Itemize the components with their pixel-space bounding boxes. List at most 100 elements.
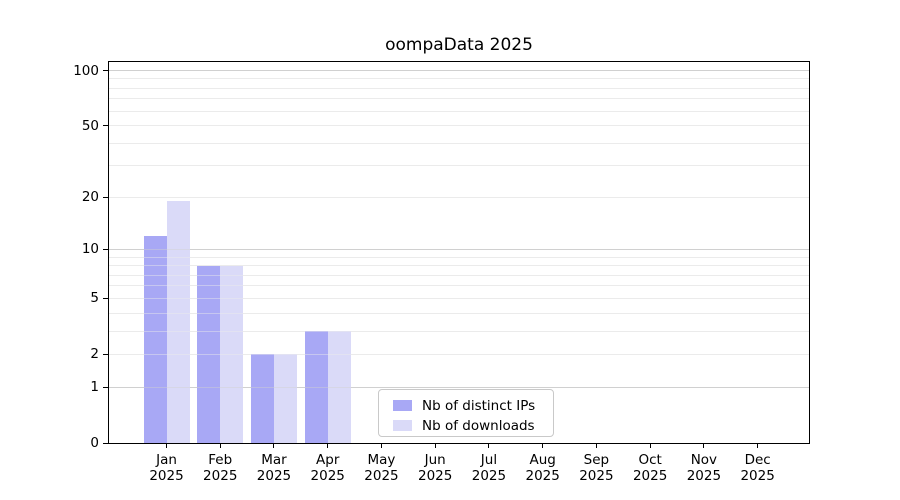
legend-label-downloads: Nb of downloads [422, 417, 535, 434]
gridline-minor [109, 265, 809, 267]
gridline-minor [109, 330, 809, 332]
x-tick-label: Sep 2025 [551, 452, 641, 484]
x-tick-label: Jun 2025 [390, 452, 480, 484]
gridline-minor [109, 285, 809, 287]
bar-nb-of-downloads-mar [273, 354, 297, 443]
x-tick-label: Nov 2025 [659, 452, 749, 484]
x-tick-month: Oct [638, 452, 662, 468]
x-tick-label: Apr 2025 [283, 452, 373, 484]
gridline-minor [109, 297, 809, 299]
x-tick-month: Aug [529, 452, 556, 468]
x-tick-label: May 2025 [336, 452, 426, 484]
gridline-minor [109, 285, 809, 287]
x-tick-mark [434, 443, 436, 448]
y-tick-mark [103, 353, 108, 355]
x-tick-mark [380, 443, 382, 448]
plot-area: 0 1 2 5 10 20 50 100 Jan 2025 Feb 2025 Mar 2025 Apr 202… [73, 61, 810, 484]
legend-entry-distinct-ips: Nb of distinct IPs [393, 397, 553, 414]
y-tick-mark [103, 297, 108, 299]
gridline-minor [109, 98, 809, 100]
bar-nb-of-downloads-apr [327, 331, 351, 443]
gridline-minor [109, 297, 809, 299]
gridline-major [109, 248, 809, 250]
x-tick-month: Jul [480, 452, 498, 468]
gridline-minor [109, 353, 809, 355]
gridline-minor [109, 125, 809, 127]
x-tick-year: 2025 [686, 468, 722, 484]
gridline-major [109, 70, 809, 71]
x-tick-mark [219, 443, 221, 448]
y-tick-label: 10 [81, 241, 99, 258]
gridline-minor [109, 110, 809, 112]
x-tick-month: Nov [690, 452, 718, 468]
legend-label-distinct-ips: Nb of distinct IPs [422, 397, 536, 414]
x-tick-mark [488, 443, 490, 448]
x-tick-label: Aug 2025 [498, 452, 588, 484]
bar-nb-of-distinct-ips-mar [250, 354, 274, 443]
y-tick-label: 5 [90, 290, 99, 307]
x-tick-mark [542, 443, 544, 448]
gridline-minor [109, 165, 809, 167]
x-tick-label: Mar 2025 [229, 452, 319, 484]
x-tick-mark [595, 443, 597, 448]
gridline-minor [109, 265, 809, 267]
x-tick-month: May [367, 452, 396, 468]
chart-title: oompaData 2025 [385, 35, 533, 55]
x-tick-month: Jan [156, 452, 177, 468]
y-tick-mark [103, 70, 108, 71]
gridline-major [109, 70, 809, 71]
x-tick-mark [166, 443, 167, 448]
y-tick-mark [103, 442, 108, 444]
legend-swatch-distinct-ips [393, 400, 412, 411]
x-tick-label: Jul 2025 [444, 452, 534, 484]
x-tick-mark [327, 443, 329, 448]
x-tick-year: 2025 [740, 468, 775, 484]
gridline-minor [109, 274, 809, 276]
y-tick-mark [103, 248, 108, 250]
x-tick-month: Feb [208, 452, 233, 468]
x-tick-year: 2025 [579, 468, 614, 484]
gridline-major [109, 248, 809, 250]
x-tick-year: 2025 [364, 468, 399, 484]
gridline-minor [109, 312, 809, 314]
x-tick-month: Apr [316, 452, 340, 468]
gridline-major [109, 386, 809, 388]
y-tick-mark [103, 386, 108, 388]
gridline-major [109, 386, 809, 388]
bar-nb-of-distinct-ips-jan [143, 235, 167, 443]
y-tick-label: 0 [90, 435, 99, 451]
gridline-minor [109, 312, 809, 314]
gridline-minor [109, 165, 809, 167]
x-tick-year: 2025 [310, 468, 345, 484]
x-tick-mark [703, 443, 705, 448]
gridline-minor [109, 87, 809, 89]
legend-entry-downloads: Nb of downloads [393, 417, 553, 434]
x-tick-label: Feb 2025 [175, 452, 265, 484]
gridline-minor [109, 256, 809, 258]
x-tick-year: 2025 [149, 468, 184, 484]
gridline-minor [109, 78, 809, 80]
x-tick-year: 2025 [525, 468, 560, 484]
legend-swatch-downloads [393, 420, 412, 431]
x-tick-label: Oct 2025 [605, 452, 695, 484]
x-tick-year: 2025 [418, 468, 453, 484]
gridline-minor [109, 87, 809, 89]
legend: Nb of distinct IPs Nb of downloads [378, 389, 554, 437]
y-tick-label: 50 [81, 117, 99, 134]
y-tick-label: 100 [73, 62, 99, 79]
x-tick-mark [757, 443, 759, 448]
gridline-minor [109, 78, 809, 80]
gridline-minor [109, 256, 809, 258]
gridline-minor [109, 125, 809, 127]
y-tick-mark [103, 125, 108, 127]
x-tick-year: 2025 [471, 468, 507, 484]
y-tick-label: 20 [81, 189, 99, 206]
gridline-minor [109, 142, 809, 144]
x-tick-year: 2025 [256, 468, 292, 484]
gridline-minor [109, 98, 809, 100]
gridline-minor [109, 110, 809, 112]
gridline-minor [109, 330, 809, 332]
bar-nb-of-downloads-jan [166, 201, 190, 443]
x-tick-month: Dec [744, 452, 771, 468]
